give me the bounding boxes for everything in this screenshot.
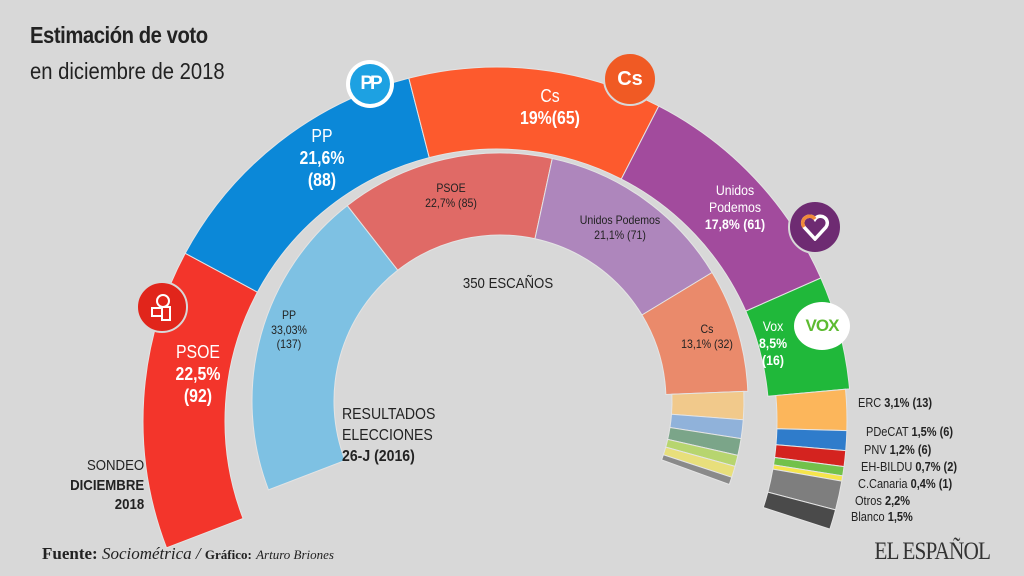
outer-label-psoe: PSOE 22,5% (92) [175,342,221,406]
legend-pdecat: PDeCAT 1,5% (6) [866,425,954,439]
outer-caption: SONDEO DICIEMBRE 2018 [69,457,144,513]
unidos-podemos-logo-icon [788,200,842,254]
el-espanol-logo: EL ESPAÑOL [874,538,991,565]
inner-segment-pp [251,204,399,491]
inner-label-pp: PP 33,03% (137) [271,308,307,352]
inner-label-cs: Cs 13,1% (32) [681,322,733,351]
outer-label-unidos-podemos: Unidos Podemos 17,8% (61) [704,182,766,233]
inner-ring-resultados [251,152,749,491]
outer-label-vox: Vox 8,5% (16) [758,318,788,369]
legend-c-canaria: C.Canaria 0,4% (1) [858,477,953,491]
inner-segment-cs [641,271,749,395]
legend-erc: ERC 3,1% (13) [858,396,933,410]
total-seats-label: 350 ESCAÑOS [462,275,554,292]
vox-logo-icon: VOX [794,302,850,350]
inner-label-psoe: PSOE 22,7% (85) [425,181,477,210]
cs-logo-icon: Cs [603,52,657,106]
pp-logo-icon: PP [346,60,394,108]
psoe-logo-icon [136,281,188,333]
legend-pnv: PNV 1,2% (6) [864,443,932,457]
inner-segment-other [660,454,733,486]
chart-subtitle: en diciembre de 2018 [30,58,225,84]
legend-otros: Otros 2,2% [855,494,911,508]
source-credit: Fuente: Sociométrica / Gráfico: Arturo B… [42,544,334,563]
outer-label-pp: PP 21,6% (88) [299,126,345,190]
chart-title: Estimación de voto [30,22,208,48]
outer-label-cs: Cs 19%(65) [520,86,580,128]
outer-ring-sondeo [142,66,851,549]
outer-segment-blanco [762,491,837,530]
outer-segment-erc [775,388,848,432]
inner-caption: RESULTADOS ELECCIONES 26-J (2016) [342,406,436,466]
inner-label-unidos-podemos: Unidos Podemos 21,1% (71) [579,213,661,242]
legend-eh-bildu: EH-BILDU 0,7% (2) [861,460,958,474]
legend-blanco: Blanco 1,5% [851,510,913,524]
